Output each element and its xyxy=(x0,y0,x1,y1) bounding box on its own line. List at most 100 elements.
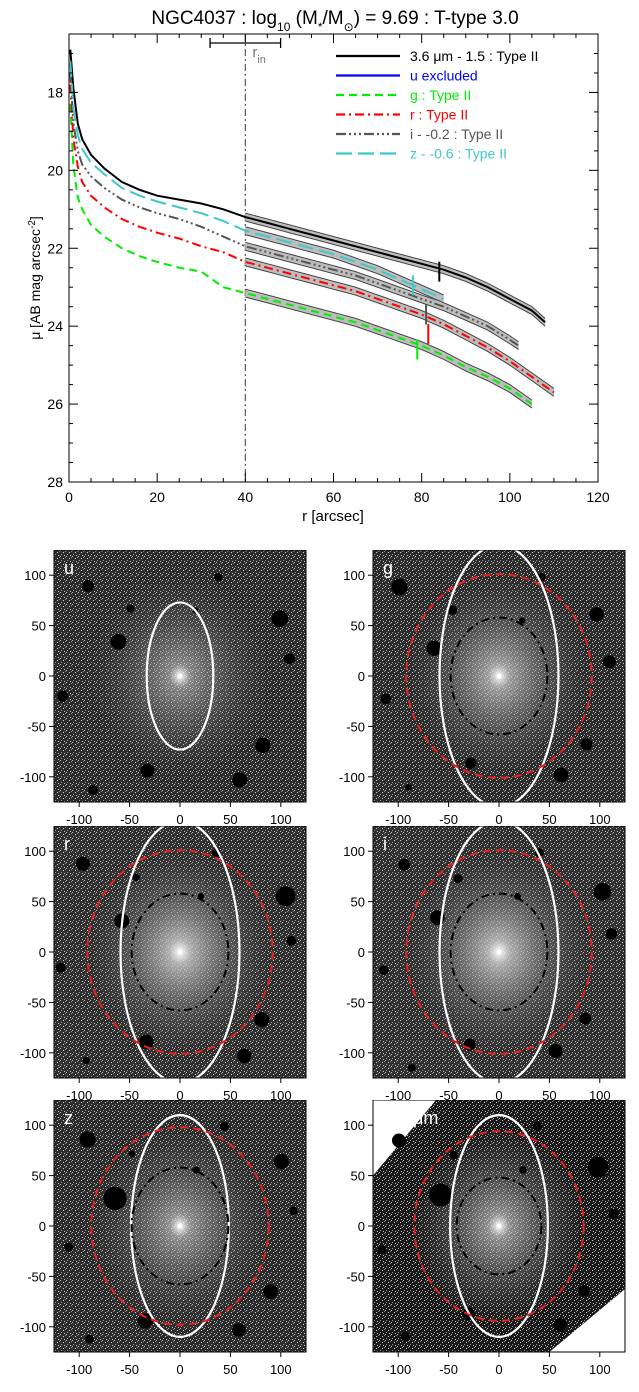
panel-x-tick-label: 100 xyxy=(589,1362,611,1377)
legend-label: u excluded xyxy=(410,68,478,84)
outer-ellipse xyxy=(119,826,241,1078)
series-group xyxy=(69,49,555,409)
masked-source xyxy=(578,1284,590,1297)
masked-source xyxy=(271,610,289,628)
series-envelope xyxy=(245,257,554,398)
fit-line-upper xyxy=(245,212,546,319)
legend-label: i - -0.2 : Type II xyxy=(410,126,503,142)
panel-y-tick-label: 0 xyxy=(358,1219,365,1234)
inner-ellipse xyxy=(130,892,230,1012)
y-tick-label: 26 xyxy=(47,396,63,412)
panel-y-tick-label: -50 xyxy=(27,995,46,1010)
series-line xyxy=(69,49,546,324)
series-3 xyxy=(69,84,555,398)
legend-item: u excluded xyxy=(336,68,478,84)
panel-band-label: i xyxy=(383,834,387,854)
panel-y-tick-label: -50 xyxy=(27,1269,46,1284)
fit-line-lower xyxy=(245,249,519,350)
image-panel-6: 3.6 μm -100 -50 0 50 100 100 50 0 -50 -100 xyxy=(339,1100,626,1377)
masked-source xyxy=(128,1150,136,1158)
masked-source xyxy=(64,1242,74,1252)
masked-source xyxy=(553,767,569,783)
chart-title: NGC4037 : log10 (M*/M⊙) = 9.69 : T-type … xyxy=(151,8,518,34)
masked-source xyxy=(254,1012,270,1027)
fit-line-upper xyxy=(245,242,519,343)
inner-ellipse xyxy=(449,616,549,736)
masked-source xyxy=(532,1121,542,1131)
masked-source xyxy=(232,1323,246,1337)
galaxy-image xyxy=(54,550,306,802)
masked-source xyxy=(426,640,442,657)
panel-y-tick-label: 100 xyxy=(343,568,365,583)
panel-y-tick-label: 100 xyxy=(24,1118,46,1133)
panel-y-tick-label: 100 xyxy=(24,568,46,583)
masked-source xyxy=(140,763,155,778)
fit-line-lower xyxy=(245,296,533,409)
panel-x-tick-label: 50 xyxy=(223,1362,237,1377)
masked-source xyxy=(263,1284,279,1300)
break-ellipse xyxy=(405,849,593,1055)
outer-ellipse xyxy=(449,1114,549,1338)
x-tick-label: 120 xyxy=(586,489,610,505)
series-envelope xyxy=(245,226,444,304)
y-tick-label: 20 xyxy=(47,162,63,178)
panel-band-label: z xyxy=(64,1108,73,1128)
panel-y-tick-label: -100 xyxy=(20,770,46,785)
panel-y-tick-label: -100 xyxy=(20,1046,46,1061)
masked-source xyxy=(82,580,95,592)
outer-ellipse xyxy=(145,601,215,751)
masked-source xyxy=(400,1331,410,1341)
masked-source xyxy=(289,1206,298,1216)
masked-source xyxy=(553,1318,567,1332)
masked-source xyxy=(137,1313,153,1329)
masked-source xyxy=(391,578,408,596)
y-tick-label: 18 xyxy=(47,84,63,100)
panel-x-tick-label: -100 xyxy=(66,1362,92,1377)
fit-line-lower xyxy=(245,265,555,397)
panel-y-tick-label: -50 xyxy=(346,1269,365,1284)
legend-label: 3.6 μm - 1.5 : Type II xyxy=(410,48,538,64)
y-tick-label: 24 xyxy=(47,318,63,334)
masked-source xyxy=(85,1334,94,1344)
series-line xyxy=(69,72,520,347)
panel-x-tick-label: 50 xyxy=(542,1362,556,1377)
outer-ellipse xyxy=(438,550,560,802)
panel-band-label: r xyxy=(64,834,70,854)
galaxy-nucleus xyxy=(496,1223,502,1229)
masked-source xyxy=(232,772,248,788)
masked-source xyxy=(273,1154,289,1170)
panel-x-tick-label: 0 xyxy=(495,812,502,827)
panel-x-tick-label: -50 xyxy=(439,812,458,827)
masked-source xyxy=(391,1133,406,1148)
masked-source xyxy=(608,1208,619,1219)
masked-source xyxy=(548,1043,563,1058)
panel-y-tick-label: -50 xyxy=(346,719,365,734)
axis-ticks: 0 20 40 60 80 100 120 18 20 22 24 26 28 xyxy=(47,34,610,505)
panel-y-tick-label: -100 xyxy=(20,1320,46,1335)
masked-source xyxy=(407,1063,416,1072)
masked-source xyxy=(580,738,593,751)
panel-y-tick-label: -100 xyxy=(339,1320,365,1335)
masked-source xyxy=(255,737,271,753)
panel-x-tick-label: 0 xyxy=(176,812,183,827)
masked-source xyxy=(429,1183,453,1207)
panel-y-tick-label: 0 xyxy=(39,945,46,960)
panel-x-tick-label: -50 xyxy=(120,1088,139,1103)
panel-y-tick-label: 0 xyxy=(39,1219,46,1234)
masked-source xyxy=(139,1034,154,1050)
panel-x-tick-label: -50 xyxy=(120,812,139,827)
series-line xyxy=(69,84,555,394)
masked-source xyxy=(57,690,69,702)
panel-band-label: g xyxy=(383,558,393,578)
masked-source xyxy=(88,785,98,795)
panel-band-label: u xyxy=(64,558,74,578)
series-line xyxy=(69,104,533,405)
legend-item: r : Type II xyxy=(336,107,468,123)
break-ellipse xyxy=(86,849,274,1055)
masked-source xyxy=(286,936,297,946)
masked-source xyxy=(79,1131,96,1148)
y-tick-label: 22 xyxy=(47,240,63,256)
masked-source xyxy=(110,633,127,650)
galaxy-image xyxy=(373,826,625,1078)
panel-x-tick-label: 50 xyxy=(542,1088,556,1103)
